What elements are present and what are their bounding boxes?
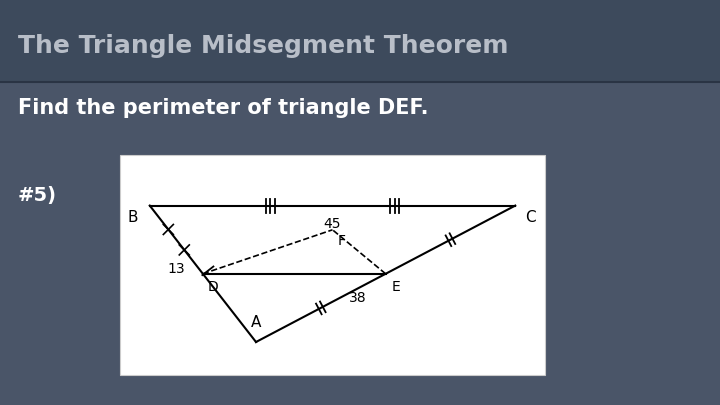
Text: D: D [208, 280, 219, 294]
Text: 13: 13 [167, 262, 185, 276]
Text: Find the perimeter of triangle DEF.: Find the perimeter of triangle DEF. [18, 98, 428, 118]
Bar [120, 155, 545, 375]
Text: #5): #5) [18, 185, 57, 205]
Text: The Triangle Midsegment Theorem: The Triangle Midsegment Theorem [18, 34, 508, 58]
Text: E: E [392, 280, 400, 294]
Text: C: C [526, 210, 536, 225]
Bar [0, 0, 720, 82]
Text: 45: 45 [324, 217, 341, 230]
Text: B: B [127, 210, 138, 225]
Text: F: F [338, 234, 346, 248]
Text: A: A [251, 315, 261, 330]
Text: 38: 38 [348, 291, 366, 305]
